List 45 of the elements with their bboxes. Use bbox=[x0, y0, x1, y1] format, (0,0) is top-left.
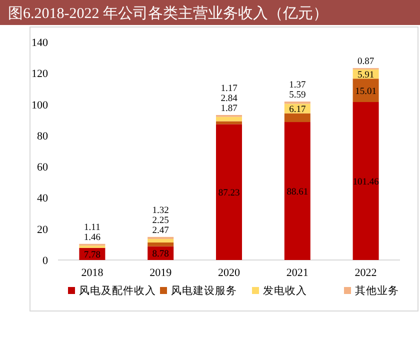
legend-label: 发电收入 bbox=[263, 284, 307, 297]
legend-label: 其他业务 bbox=[355, 284, 399, 297]
data-label: 101.46 bbox=[352, 178, 380, 188]
bar bbox=[216, 124, 242, 260]
y-tick-label: 40 bbox=[37, 192, 48, 205]
x-tick-label: 2018 bbox=[81, 267, 104, 279]
data-label: 8.78 bbox=[152, 250, 170, 260]
bar bbox=[216, 116, 242, 122]
data-label: 2.84 bbox=[220, 94, 238, 104]
legend-label: 风电及配件收入 bbox=[79, 284, 156, 297]
y-tick-label: 20 bbox=[37, 224, 48, 236]
x-tick-label: 2021 bbox=[286, 267, 308, 279]
x-tick-label: 2022 bbox=[354, 267, 377, 279]
bar bbox=[148, 242, 174, 246]
data-label: 0.87 bbox=[357, 57, 374, 68]
data-label: 6.17 bbox=[289, 105, 306, 116]
y-tick-label: 100 bbox=[32, 99, 48, 112]
data-label: 1.11 bbox=[84, 222, 101, 233]
x-tick-label: 2019 bbox=[150, 267, 172, 279]
chart-title: 图6.2018-2022 年公司各类主营业务收入（亿元） bbox=[8, 5, 328, 22]
data-label: 1.32 bbox=[152, 206, 170, 216]
bar bbox=[284, 122, 310, 260]
legend-label: 风电建设服务 bbox=[171, 284, 237, 297]
data-label: 87.23 bbox=[218, 188, 240, 199]
y-tick-label: 140 bbox=[32, 37, 48, 49]
y-tick-label: 0 bbox=[42, 255, 48, 267]
bar bbox=[352, 102, 379, 260]
y-tick-label: 60 bbox=[37, 162, 48, 174]
bar bbox=[352, 78, 379, 102]
data-label: 2.47 bbox=[152, 226, 170, 236]
x-tick-label: 2020 bbox=[218, 267, 240, 279]
data-label: 5.59 bbox=[289, 90, 306, 101]
data-label: 2.25 bbox=[152, 216, 170, 226]
data-label: 1.37 bbox=[289, 80, 306, 91]
bar bbox=[148, 238, 174, 242]
data-label: 1.87 bbox=[220, 104, 238, 114]
data-label: 7.78 bbox=[84, 250, 101, 260]
data-label: 1.46 bbox=[84, 232, 101, 243]
data-label: 15.01 bbox=[355, 86, 377, 97]
y-tick-label: 120 bbox=[32, 68, 48, 80]
bar bbox=[284, 113, 310, 122]
data-label: 5.91 bbox=[357, 70, 374, 81]
data-label: 88.61 bbox=[286, 188, 308, 198]
y-tick-label: 80 bbox=[37, 130, 48, 142]
data-label: 1.17 bbox=[220, 84, 238, 94]
